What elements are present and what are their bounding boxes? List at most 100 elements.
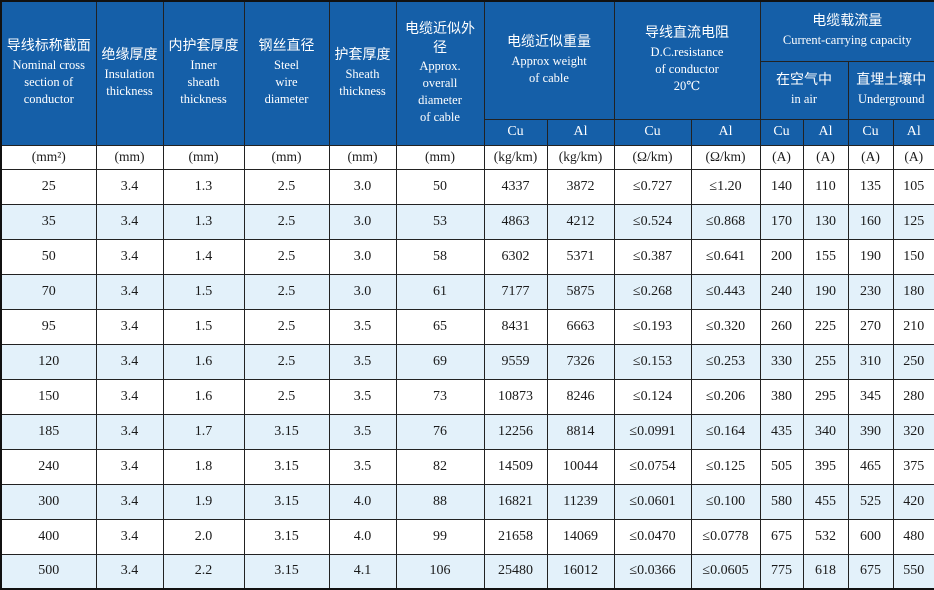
table-cell: 345 [847, 378, 894, 415]
table-cell: 1.5 [162, 273, 245, 310]
header-in-air: 在空气中 in air [759, 60, 849, 120]
table-cell: 61 [395, 273, 485, 310]
header-zh-label: 直埋土壤中 [856, 73, 927, 89]
table-cell: ≤1.20 [690, 168, 761, 205]
table-cell: 525 [847, 483, 894, 520]
table-cell: 2.5 [243, 378, 330, 415]
table-cell: 3.4 [95, 203, 164, 240]
header-en-label: Current-carrying capacity [782, 33, 912, 48]
table-row: 120 3.4 1.6 2.5 3.5 69 9559 7326 ≤0.153 ≤0.253 330… [0, 343, 934, 380]
table-cell: 2.5 [243, 238, 330, 275]
table-cell: ≤0.124 [613, 378, 692, 415]
table-cell: 160 [847, 203, 894, 240]
table-row: 240 3.4 1.8 3.15 3.5 82 14509 10044 ≤0.0754 ≤0.12… [0, 448, 934, 485]
table-cell: 3.15 [243, 518, 330, 555]
table-cell: 125 [892, 203, 934, 240]
table-cell: 8814 [546, 413, 615, 450]
table-cell: 3.5 [328, 448, 397, 485]
table-cell: 3.5 [328, 308, 397, 345]
table-cell: 180 [892, 273, 934, 310]
header-en-label: Underground [858, 92, 925, 106]
table-row: 95 3.4 1.5 2.5 3.5 65 8431 6663 ≤0.193 ≤0.320 260 2… [0, 308, 934, 345]
table-cell: 4863 [483, 203, 548, 240]
table-cell: 95 [0, 308, 97, 345]
table-cell: 3.15 [243, 448, 330, 485]
table-cell: 3.4 [95, 308, 164, 345]
header-zh-label: 电缆近似重量 [507, 34, 591, 50]
header-zh-label: 内护套厚度 [168, 39, 239, 55]
table-cell: 155 [802, 238, 849, 275]
table-cell: 3.15 [243, 413, 330, 450]
table-cell: 3.0 [328, 203, 397, 240]
units-row: (mm²) (mm) (mm) (mm) (mm) (mm) (kg/km) (… [0, 144, 934, 170]
table-cell: 14069 [546, 518, 615, 555]
unit-cell: (mm) [243, 144, 330, 170]
table-cell: 7177 [483, 273, 548, 310]
table-cell: 3.0 [328, 238, 397, 275]
table-cell: 255 [802, 343, 849, 380]
table-row: 150 3.4 1.6 2.5 3.5 73 10873 8246 ≤0.124 ≤0.206 38… [0, 378, 934, 415]
table-cell: 2.5 [243, 308, 330, 345]
table-cell: 1.6 [162, 343, 245, 380]
table-cell: ≤0.0605 [690, 553, 761, 590]
table-cell: 465 [847, 448, 894, 485]
header-en-label: D.C.resistance of conductor 20℃ [650, 45, 724, 94]
table-row: 185 3.4 1.7 3.15 3.5 76 12256 8814 ≤0.0991 ≤0.164… [0, 413, 934, 450]
table-cell: 150 [892, 238, 934, 275]
table-cell: 225 [802, 308, 849, 345]
table-cell: ≤0.268 [613, 273, 692, 310]
header-zh-label: 电缆载流量 [812, 14, 883, 30]
header-insulation-thickness: 绝缘厚度 Insulation thickness [95, 0, 164, 146]
table-cell: 675 [759, 518, 804, 555]
header-dc-resistance-group: 导线直流电阻 D.C.resistance of conductor 20℃ [613, 0, 761, 120]
unit-cell: (Ω/km) [690, 144, 761, 170]
table-cell: 3.4 [95, 238, 164, 275]
table-cell: ≤0.524 [613, 203, 692, 240]
table-cell: 25 [0, 168, 97, 205]
table-cell: 2.2 [162, 553, 245, 590]
table-cell: 135 [847, 168, 894, 205]
table-cell: 210 [892, 308, 934, 345]
table-cell: 3.5 [328, 413, 397, 450]
table-cell: 11239 [546, 483, 615, 520]
table-cell: 3.4 [95, 483, 164, 520]
table-cell: 3.0 [328, 168, 397, 205]
table-cell: 4.1 [328, 553, 397, 590]
table-cell: 69 [395, 343, 485, 380]
table-cell: 3.4 [95, 343, 164, 380]
table-cell: 3.4 [95, 413, 164, 450]
header-steel-wire-diameter: 钢丝直径 Steel wire diameter [243, 0, 330, 146]
unit-cell: (A) [759, 144, 804, 170]
unit-cell: (mm) [395, 144, 485, 170]
table-cell: 390 [847, 413, 894, 450]
header-en-label: Nominal cross section of conductor [12, 58, 86, 107]
table-cell: 3.5 [328, 378, 397, 415]
table-cell: 532 [802, 518, 849, 555]
header-zh-label: 导线标称截面 [6, 39, 91, 55]
header-en-label: Approx. overall diameter of cable [418, 59, 462, 125]
table-cell: 2.5 [243, 273, 330, 310]
table-cell: 3.4 [95, 378, 164, 415]
table-cell: 3.4 [95, 518, 164, 555]
table-cell: ≤0.0991 [613, 413, 692, 450]
header-row-main: 导线标称截面 Nominal cross section of conducto… [0, 0, 934, 146]
table-cell: 35 [0, 203, 97, 240]
table-cell: 3872 [546, 168, 615, 205]
header-al: Al [892, 118, 934, 146]
table-cell: 70 [0, 273, 97, 310]
table-cell: 310 [847, 343, 894, 380]
table-cell: 1.6 [162, 378, 245, 415]
table-cell: 375 [892, 448, 934, 485]
table-cell: 1.4 [162, 238, 245, 275]
table-row: 35 3.4 1.3 2.5 3.0 53 4863 4212 ≤0.524 ≤0.868 170 1… [0, 203, 934, 240]
table-cell: 190 [802, 273, 849, 310]
unit-cell: (kg/km) [483, 144, 548, 170]
header-en-label: Steel wire diameter [264, 58, 309, 107]
table-cell: 675 [847, 553, 894, 590]
table-cell: ≤0.641 [690, 238, 761, 275]
table-cell: 270 [847, 308, 894, 345]
table-cell: ≤0.443 [690, 273, 761, 310]
table-cell: ≤0.727 [613, 168, 692, 205]
